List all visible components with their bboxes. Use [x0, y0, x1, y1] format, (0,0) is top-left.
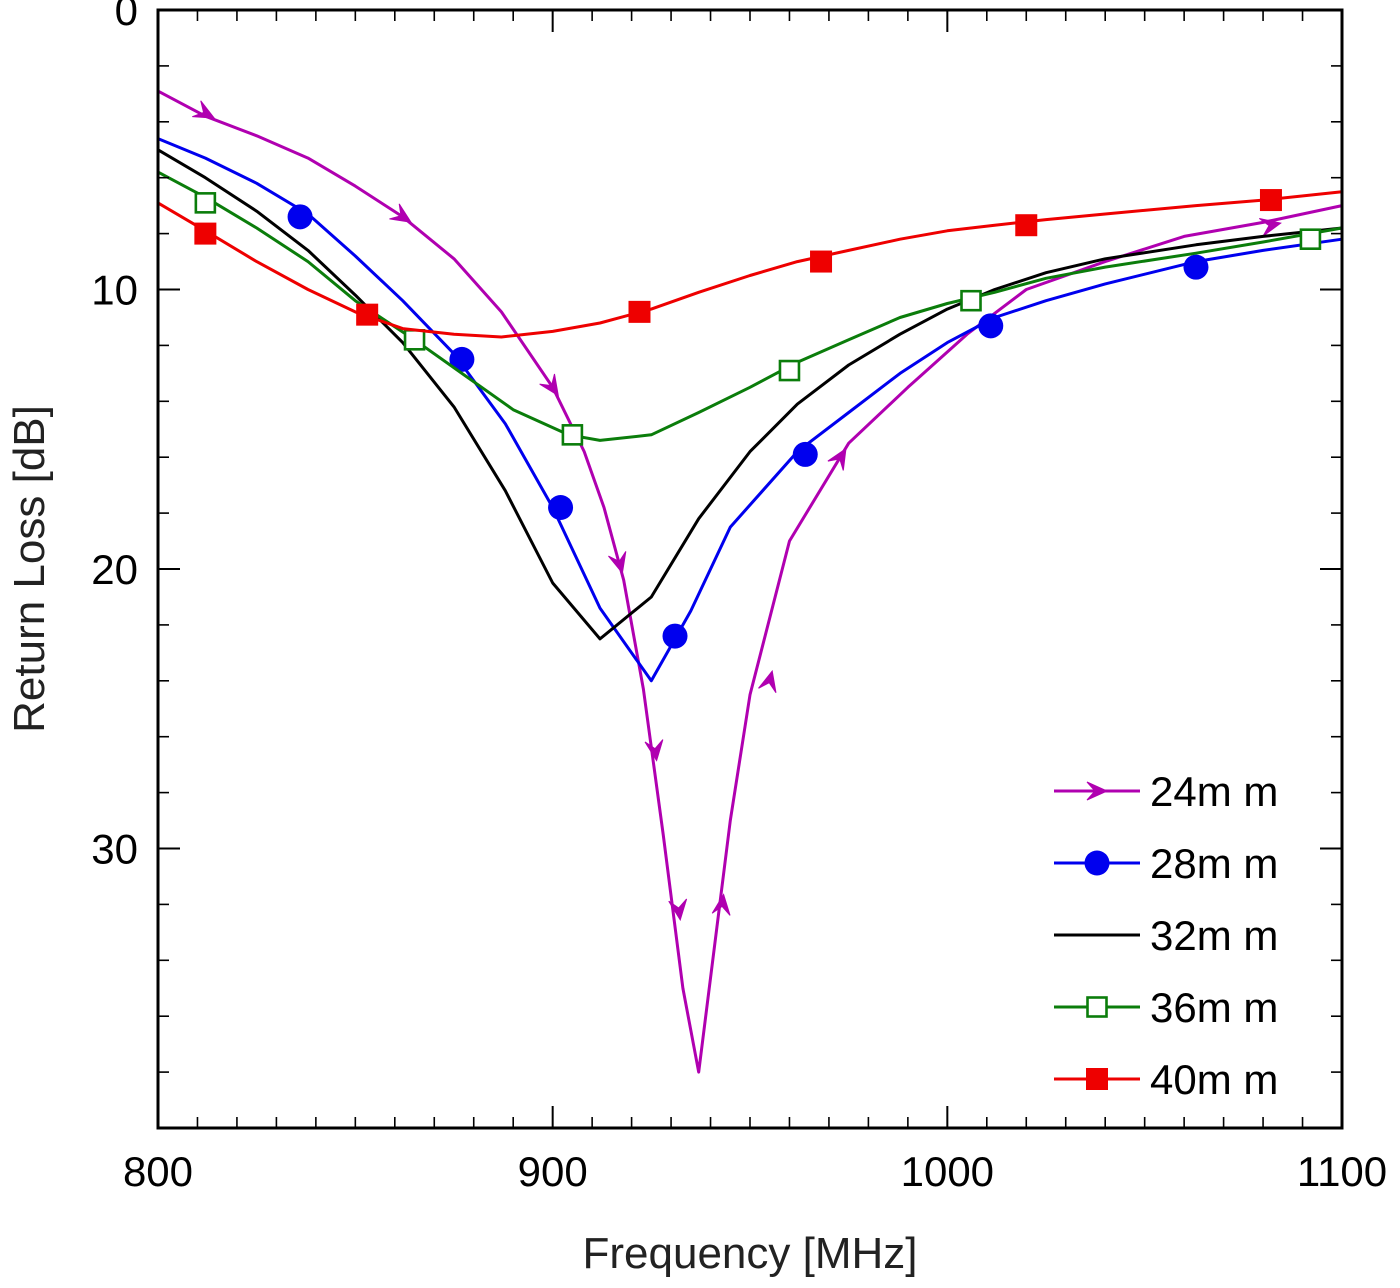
series-line: [157, 137, 1343, 683]
data-point: [548, 495, 574, 521]
data-point: [539, 373, 559, 397]
data-point: [960, 289, 982, 312]
series-32mm: [157, 148, 1343, 641]
x-tick-label: 900: [518, 1148, 588, 1195]
data-point: [403, 329, 426, 351]
legend: 24m m 28m m 32m m 36m m 40m m: [1054, 768, 1278, 1103]
y-axis-title: Return Loss [dB]: [5, 405, 54, 733]
series-line: [157, 148, 1343, 641]
data-point: [662, 623, 688, 649]
legend-marker: [1086, 781, 1109, 801]
data-point: [792, 441, 818, 467]
legend-entry: 28m m: [1054, 840, 1278, 887]
legend-marker: [1084, 850, 1110, 876]
data-point: [1299, 228, 1322, 250]
data-point: [644, 739, 664, 762]
y-tick-label: 20: [91, 546, 138, 593]
series-line: [157, 170, 1343, 442]
series-layer: [157, 89, 1343, 1074]
data-point: [758, 669, 777, 694]
legend-entry: 40m m: [1054, 1056, 1278, 1103]
x-tick-label: 1100: [1297, 1148, 1387, 1195]
series-40mm: [157, 189, 1343, 339]
data-point: [192, 100, 216, 119]
series-24mm: [157, 89, 1343, 1074]
data-point: [1183, 254, 1209, 280]
legend-label: 40m m: [1150, 1056, 1278, 1103]
y-tick-label: 30: [91, 826, 138, 873]
data-point: [389, 203, 413, 223]
legend-label: 36m m: [1150, 984, 1278, 1031]
data-point: [449, 346, 475, 372]
data-point: [1259, 218, 1282, 237]
ticks-layer: 800 900 1000 1100 0 10 20 30: [91, 0, 1387, 1195]
y-tick-label: 10: [91, 267, 138, 314]
legend-label: 24m m: [1150, 768, 1278, 815]
legend-label: 32m m: [1150, 912, 1278, 959]
legend-entry: 36m m: [1054, 984, 1278, 1031]
series-line: [157, 89, 1343, 1074]
data-point: [194, 192, 217, 214]
x-tick-label: 800: [123, 1148, 193, 1195]
legend-entry: 24m m: [1054, 768, 1278, 815]
series-line: [157, 190, 1343, 339]
data-point: [628, 300, 651, 323]
data-point: [711, 893, 731, 916]
legend-entry: 32m m: [1054, 912, 1278, 959]
x-tick-label: 1000: [901, 1148, 994, 1195]
y-tick-label: 0: [115, 0, 138, 34]
data-point: [1015, 214, 1038, 237]
data-point: [778, 359, 801, 382]
x-axis-title: Frequency [MHz]: [583, 1229, 918, 1278]
plot-frame: [156, 8, 1344, 1130]
data-point: [194, 222, 217, 245]
data-point: [810, 250, 833, 273]
series-36mm: [157, 170, 1343, 446]
legend-marker: [1086, 1068, 1108, 1090]
data-point: [356, 303, 379, 326]
legend-label: 28m m: [1150, 840, 1278, 887]
data-point: [978, 313, 1004, 339]
data-point: [608, 551, 627, 575]
legend-marker: [1086, 996, 1108, 1018]
data-point: [287, 204, 313, 230]
data-point: [1259, 189, 1282, 212]
data-point: [561, 424, 584, 446]
data-point: [827, 447, 847, 471]
data-point: [668, 898, 688, 922]
series-28mm: [157, 137, 1343, 683]
